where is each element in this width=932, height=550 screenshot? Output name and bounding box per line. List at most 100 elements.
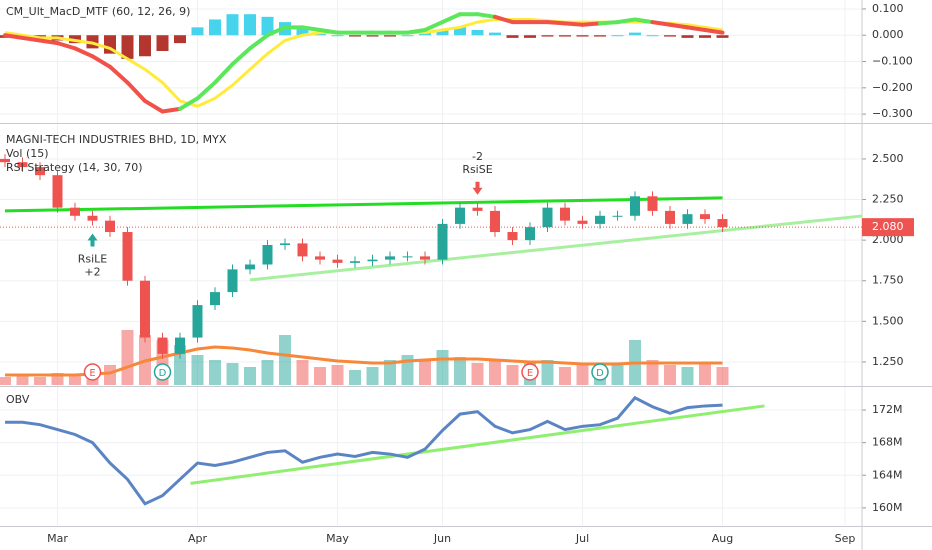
histogram-bar xyxy=(244,14,256,36)
candle-body xyxy=(595,215,605,224)
histogram-bar xyxy=(646,35,659,37)
y-tick-label: −0.300 xyxy=(872,107,913,120)
y-tick-label: 172M xyxy=(872,403,903,416)
candle-body xyxy=(560,207,570,221)
histogram-bar xyxy=(191,27,204,36)
candle-body xyxy=(350,261,360,263)
macd-line xyxy=(440,12,462,25)
candle-body xyxy=(647,196,658,211)
candle-body xyxy=(612,215,623,217)
histogram-bar xyxy=(366,35,379,37)
y-tick-label: 160M xyxy=(872,501,903,514)
histogram-bar xyxy=(261,16,274,36)
candle-body xyxy=(245,264,255,270)
candle-body xyxy=(525,227,535,241)
volume-bar xyxy=(576,365,589,385)
event-label: D xyxy=(596,368,604,379)
event-label: D xyxy=(159,368,167,379)
volume-bar xyxy=(454,357,466,385)
macd-line xyxy=(580,21,602,27)
trendline xyxy=(4,196,723,213)
macd-line xyxy=(615,17,637,25)
volume-bar xyxy=(296,360,309,385)
volume-bar xyxy=(104,365,116,385)
volume-bar xyxy=(314,367,326,385)
candle-body xyxy=(490,210,500,233)
volume-bar xyxy=(419,360,431,385)
candle-body xyxy=(122,232,133,281)
macd-line xyxy=(213,62,235,85)
event-marker xyxy=(83,363,102,381)
y-tick-label: 1.250 xyxy=(872,355,904,368)
macd-line xyxy=(545,20,567,26)
y-tick-label: 2.500 xyxy=(872,152,904,165)
histogram-bar xyxy=(594,35,606,37)
histogram-bar xyxy=(121,35,134,59)
x-tick-label: Sep xyxy=(835,532,856,545)
macd-line xyxy=(668,22,690,30)
candle-body xyxy=(192,305,203,338)
last-price-box xyxy=(862,218,914,237)
macd-line xyxy=(598,20,620,26)
macd-line xyxy=(475,12,497,19)
volume-bar xyxy=(664,365,676,385)
macd-line xyxy=(143,98,165,114)
candle-body xyxy=(385,256,395,260)
histogram-bar xyxy=(681,35,694,38)
x-tick-label: Jul xyxy=(575,532,589,545)
x-tick-label: Aug xyxy=(712,532,733,545)
candle-body xyxy=(315,256,325,260)
volume-bar xyxy=(349,370,361,385)
volume-bar xyxy=(699,363,711,385)
macd-line xyxy=(125,80,147,103)
macd-line xyxy=(493,14,515,25)
histogram-bar xyxy=(699,35,711,38)
x-tick-label: May xyxy=(326,532,349,545)
macd-line xyxy=(265,25,287,38)
legend-title: OBV xyxy=(6,393,30,406)
signal-arrow xyxy=(87,233,98,247)
volume-bar xyxy=(489,360,501,385)
macd-line xyxy=(248,33,270,51)
candle-body xyxy=(262,245,273,265)
event-label: E xyxy=(527,368,533,379)
volume-bar xyxy=(471,363,484,385)
macd-line xyxy=(178,96,200,111)
signal-label: RsiSE xyxy=(462,163,492,176)
event-marker xyxy=(591,363,609,381)
histogram-bar xyxy=(716,35,729,38)
y-tick-label: 2.250 xyxy=(872,193,904,206)
histogram-bar xyxy=(664,35,676,37)
histogram-bar xyxy=(506,35,519,38)
x-tick-label: Apr xyxy=(188,532,208,545)
histogram-bar xyxy=(471,29,484,36)
volume-bar xyxy=(506,365,519,385)
macd-line xyxy=(563,21,585,27)
y-tick-label: 2.000 xyxy=(872,233,904,246)
histogram-bar xyxy=(331,35,344,37)
volume-bar xyxy=(646,360,659,385)
macd-line xyxy=(300,25,322,32)
volume-bar xyxy=(436,350,449,385)
volume-bar xyxy=(681,367,694,385)
macd-line xyxy=(73,46,95,59)
legend-title: MAGNI-TECH INDUSTRIES BHD, 1D, MYX xyxy=(6,133,227,146)
macd-line xyxy=(685,25,707,32)
event-marker xyxy=(153,363,172,381)
candle-body xyxy=(105,220,115,233)
x-tick-label: Jun xyxy=(433,532,451,545)
candle-body xyxy=(437,223,448,260)
candle-body xyxy=(210,292,220,306)
histogram-bar xyxy=(454,27,466,36)
candle-body xyxy=(455,207,465,224)
macd-line xyxy=(195,80,217,101)
volume-bar xyxy=(261,360,274,385)
last-price-label: 2.080 xyxy=(872,220,904,233)
histogram-bar xyxy=(139,35,151,57)
macd-line xyxy=(55,41,77,51)
volume-bar xyxy=(121,330,134,385)
volume-bar xyxy=(716,367,729,385)
macd-line xyxy=(650,20,672,27)
histogram-bar xyxy=(296,27,309,36)
